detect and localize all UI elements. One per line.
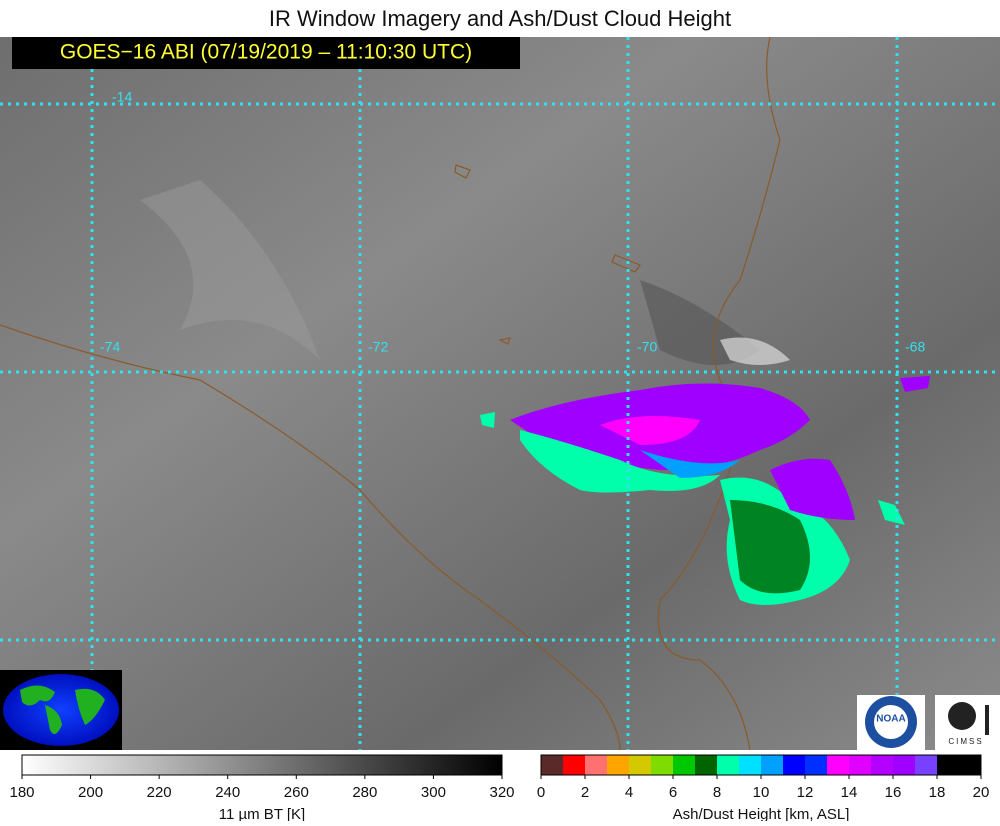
colorbar-tick-label: 6 bbox=[669, 784, 677, 801]
colorbar-swatch bbox=[541, 755, 563, 775]
colorbar-swatch bbox=[629, 755, 651, 775]
colorbar-tick-label: 300 bbox=[421, 784, 446, 801]
colorbar-swatch bbox=[893, 755, 915, 775]
colorbar-swatch bbox=[937, 755, 959, 775]
colorbar-tick-label: 4 bbox=[625, 784, 633, 801]
colorbar-swatch bbox=[717, 755, 739, 775]
subtitle-box bbox=[12, 37, 520, 69]
colorbar-swatch bbox=[673, 755, 695, 775]
terrain bbox=[140, 180, 320, 360]
colorbar-tick-label: 260 bbox=[284, 784, 309, 801]
colorbar-tick-label: 240 bbox=[215, 784, 240, 801]
map: -14 -74 -72 -70 -68 GOES−16 ABI (07/19/2… bbox=[0, 36, 1000, 751]
colorbar-tick-label: 180 bbox=[9, 784, 34, 801]
islands bbox=[454, 164, 641, 345]
colorbar-tick-label: 220 bbox=[147, 784, 172, 801]
colorbar-tick-label: 14 bbox=[841, 784, 858, 801]
colorbar-swatch bbox=[783, 755, 805, 775]
colorbar-swatch bbox=[827, 755, 849, 775]
colorbar-swatch bbox=[915, 755, 937, 775]
lon-label: -70 bbox=[637, 339, 657, 355]
cloud bbox=[720, 337, 790, 365]
colorbar-swatch bbox=[805, 755, 827, 775]
ash-cloud bbox=[480, 376, 930, 605]
lon-label: -74 bbox=[100, 339, 120, 355]
colorbar-tick-label: 0 bbox=[537, 784, 545, 801]
colorbar-label: 11 µm BT [K] bbox=[219, 806, 305, 821]
lon-label: -72 bbox=[368, 339, 388, 355]
colorbar-tick-label: 20 bbox=[973, 784, 990, 801]
colorbar-swatch bbox=[871, 755, 893, 775]
colorbar-tick-label: 16 bbox=[885, 784, 902, 801]
colorbar-swatch bbox=[607, 755, 629, 775]
colorbar-tick-label: 12 bbox=[797, 784, 814, 801]
colorbar-swatch bbox=[695, 755, 717, 775]
noaa-logo: NOAA bbox=[857, 695, 925, 750]
colorbar-swatch bbox=[563, 755, 585, 775]
colorbar-swatch bbox=[849, 755, 871, 775]
title: IR Window Imagery and Ash/Dust Cloud Hei… bbox=[269, 6, 731, 31]
coastline bbox=[0, 324, 621, 751]
colorbar-tick-label: 2 bbox=[581, 784, 589, 801]
globe-inset bbox=[0, 670, 122, 750]
lon-label: -68 bbox=[905, 339, 925, 355]
lat-label: -14 bbox=[112, 89, 132, 105]
cimss-logo: CIMSS bbox=[935, 695, 1000, 750]
colorbar-swatch bbox=[761, 755, 783, 775]
colorbar-tick-label: 8 bbox=[713, 784, 721, 801]
colorbar-swatch bbox=[585, 755, 607, 775]
colorbar-tick-label: 18 bbox=[929, 784, 946, 801]
ir-image bbox=[0, 37, 1000, 750]
subtitle: GOES−16 ABI (07/19/2019 – 11:10:30 UTC) bbox=[60, 41, 472, 64]
colorbar-tick-label: 10 bbox=[753, 784, 770, 801]
colorbar-tick-label: 280 bbox=[352, 784, 377, 801]
noaa-text: NOAA bbox=[876, 714, 905, 725]
colorbar-label: Ash/Dust Height [km, ASL] bbox=[673, 806, 850, 821]
colorbar-tick-label: 200 bbox=[78, 784, 103, 801]
graticule bbox=[0, 37, 1000, 750]
colorbar-swatch bbox=[739, 755, 761, 775]
colorbar bbox=[21, 754, 503, 776]
cimss-text: CIMSS bbox=[948, 737, 983, 746]
colorbar-tick-label: 320 bbox=[489, 784, 514, 801]
colorbar-swatch bbox=[651, 755, 673, 775]
colorbar-swatch bbox=[959, 755, 981, 775]
